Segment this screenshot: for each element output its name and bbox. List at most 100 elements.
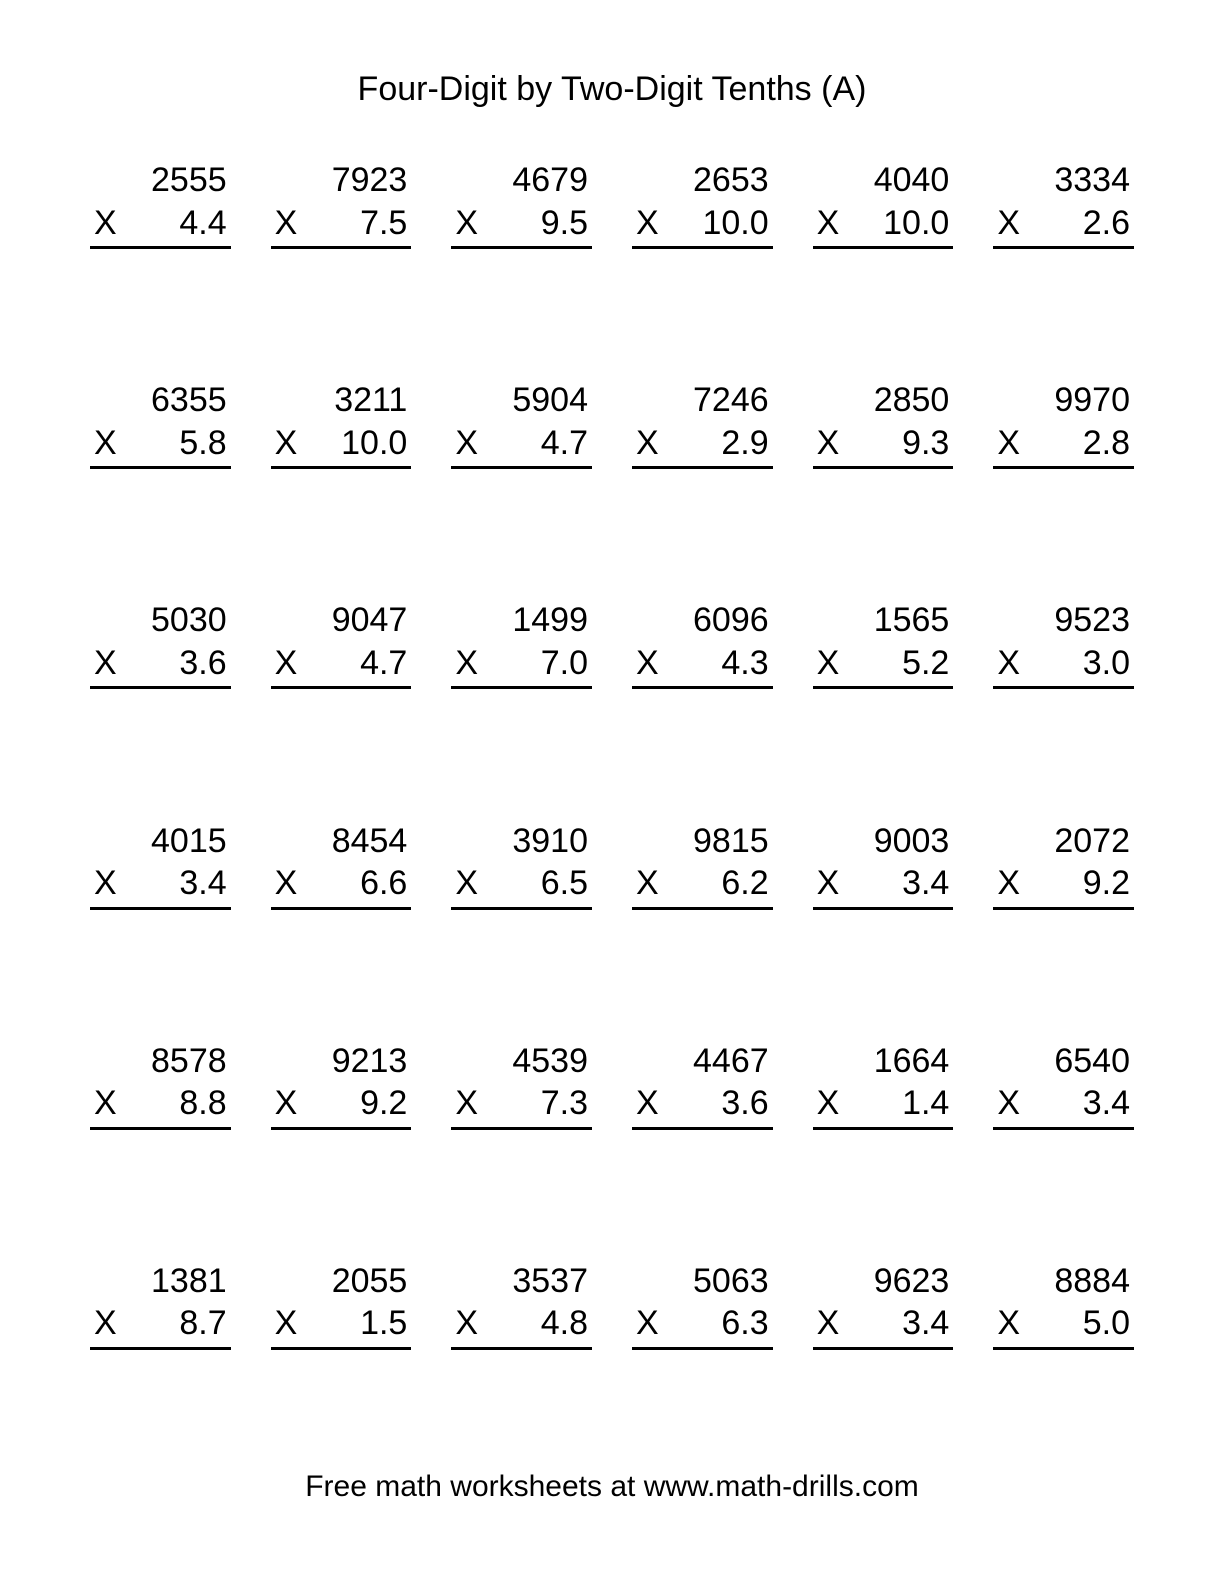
multiplicand: 3211 — [271, 379, 412, 422]
multiplier: 6.5 — [541, 862, 588, 905]
multiplicand: 8884 — [993, 1260, 1134, 1303]
multiplier: 10.0 — [702, 202, 768, 245]
multiplier-row: X8.7 — [90, 1302, 231, 1350]
multiplier: 7.5 — [360, 202, 407, 245]
multiplicand: 9003 — [813, 820, 954, 863]
multiplication-problem: 6096X 4.3 — [632, 599, 773, 779]
multiplier: 4.3 — [721, 642, 768, 685]
multiplier: 3.4 — [902, 1302, 949, 1345]
times-operator: X — [636, 202, 659, 245]
multiplicand: 7246 — [632, 379, 773, 422]
times-operator: X — [94, 202, 117, 245]
multiplication-problem: 4539X7.3 — [451, 1040, 592, 1220]
multiplicand: 5904 — [451, 379, 592, 422]
times-operator: X — [455, 202, 478, 245]
multiplier: 9.5 — [541, 202, 588, 245]
times-operator: X — [94, 422, 117, 465]
multiplicand: 6096 — [632, 599, 773, 642]
multiplicand: 6355 — [90, 379, 231, 422]
multiplier-row: X 4.3 — [632, 642, 773, 690]
multiplier: 9.3 — [902, 422, 949, 465]
multiplier-row: X5.0 — [993, 1302, 1134, 1350]
times-operator: X — [275, 1082, 298, 1125]
multiplier: 3.4 — [902, 862, 949, 905]
multiplier-row: X 10.0 — [271, 422, 412, 470]
times-operator: X — [636, 1082, 659, 1125]
multiplication-problem: 9970X2.8 — [993, 379, 1134, 559]
problem-grid: 2555X4.47923X7.54679X9.52653X10.04040X10… — [80, 159, 1144, 1440]
multiplication-problem: 2072X9.2 — [993, 820, 1134, 1000]
page-title: Four-Digit by Two-Digit Tenths (A) — [80, 70, 1144, 109]
multiplication-problem: 3910X 6.5 — [451, 820, 592, 1000]
multiplication-problem: 5030X3.6 — [90, 599, 231, 779]
multiplier: 2.8 — [1083, 422, 1130, 465]
multiplier-row: X3.4 — [813, 862, 954, 910]
multiplication-problem: 8454X6.6 — [271, 820, 412, 1000]
multiplication-problem: 9213X 9.2 — [271, 1040, 412, 1220]
multiplier-row: X3.4 — [993, 1082, 1134, 1130]
multiplier: 9.2 — [360, 1082, 407, 1125]
multiplier: 4.7 — [541, 422, 588, 465]
multiplication-problem: 4040X10.0 — [813, 159, 954, 339]
multiplier: 1.5 — [360, 1302, 407, 1345]
multiplicand: 5063 — [632, 1260, 773, 1303]
multiplicand: 5030 — [90, 599, 231, 642]
times-operator: X — [817, 422, 840, 465]
multiplication-problem: 2653X 10.0 — [632, 159, 773, 339]
multiplier-row: X3.6 — [90, 642, 231, 690]
multiplication-problem: 1381X8.7 — [90, 1260, 231, 1440]
multiplier: 6.6 — [360, 862, 407, 905]
multiplicand: 1565 — [813, 599, 954, 642]
multiplier: 7.3 — [541, 1082, 588, 1125]
multiplicand: 3537 — [451, 1260, 592, 1303]
multiplier-row: X 7.5 — [271, 202, 412, 250]
times-operator: X — [997, 862, 1020, 905]
multiplier: 5.2 — [902, 642, 949, 685]
multiplier-row: X5.8 — [90, 422, 231, 470]
times-operator: X — [997, 422, 1020, 465]
multiplier: 4.4 — [179, 202, 226, 245]
multiplicand: 8454 — [271, 820, 412, 863]
multiplier: 10.0 — [341, 422, 407, 465]
multiplication-problem: 1499X7.0 — [451, 599, 592, 779]
multiplier: 4.8 — [541, 1302, 588, 1345]
times-operator: X — [636, 862, 659, 905]
times-operator: X — [455, 862, 478, 905]
multiplication-problem: 8578X8.8 — [90, 1040, 231, 1220]
times-operator: X — [275, 422, 298, 465]
multiplication-problem: 7923X7.5 — [271, 159, 412, 339]
times-operator: X — [275, 202, 298, 245]
multiplicand: 9213 — [271, 1040, 412, 1083]
multiplier: 1.4 — [902, 1082, 949, 1125]
multiplier-row: X5.2 — [813, 642, 954, 690]
multiplier-row: X1.4 — [813, 1082, 954, 1130]
multiplier-row: X10.0 — [813, 202, 954, 250]
multiplicand: 9815 — [632, 820, 773, 863]
multiplicand: 6540 — [993, 1040, 1134, 1083]
multiplier: 6.2 — [721, 862, 768, 905]
multiplier: 8.8 — [179, 1082, 226, 1125]
multiplier: 8.7 — [179, 1302, 226, 1345]
times-operator: X — [636, 1302, 659, 1345]
multiplier: 5.0 — [1083, 1302, 1130, 1345]
multiplicand: 2653 — [632, 159, 773, 202]
multiplication-problem: 9623X3.4 — [813, 1260, 954, 1440]
multiplicand: 2072 — [993, 820, 1134, 863]
multiplier: 7.0 — [541, 642, 588, 685]
multiplier-row: X 9.3 — [813, 422, 954, 470]
multiplicand: 9523 — [993, 599, 1134, 642]
multiplier: 10.0 — [883, 202, 949, 245]
multiplicand: 4679 — [451, 159, 592, 202]
multiplicand: 3910 — [451, 820, 592, 863]
times-operator: X — [275, 642, 298, 685]
multiplier: 2.6 — [1083, 202, 1130, 245]
multiplication-problem: 6540X3.4 — [993, 1040, 1134, 1220]
multiplier: 2.9 — [721, 422, 768, 465]
multiplier-row: X4.7 — [271, 642, 412, 690]
multiplier: 3.4 — [1083, 1082, 1130, 1125]
multiplicand: 2850 — [813, 379, 954, 422]
multiplicand: 1499 — [451, 599, 592, 642]
multiplier-row: X 2.8 — [993, 422, 1134, 470]
times-operator: X — [636, 642, 659, 685]
multiplication-problem: 1565X5.2 — [813, 599, 954, 779]
